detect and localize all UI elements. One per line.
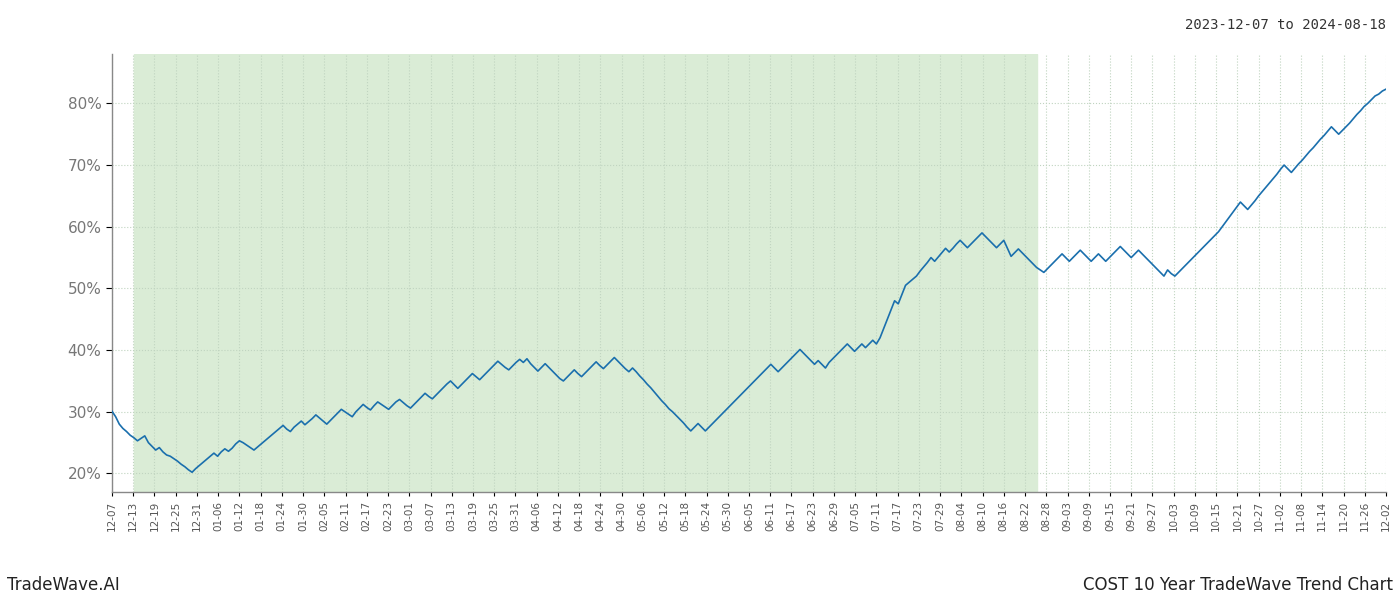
Text: COST 10 Year TradeWave Trend Chart: COST 10 Year TradeWave Trend Chart <box>1084 576 1393 594</box>
Bar <box>134 54 1036 492</box>
Text: TradeWave.AI: TradeWave.AI <box>7 576 120 594</box>
Text: 2023-12-07 to 2024-08-18: 2023-12-07 to 2024-08-18 <box>1184 18 1386 32</box>
